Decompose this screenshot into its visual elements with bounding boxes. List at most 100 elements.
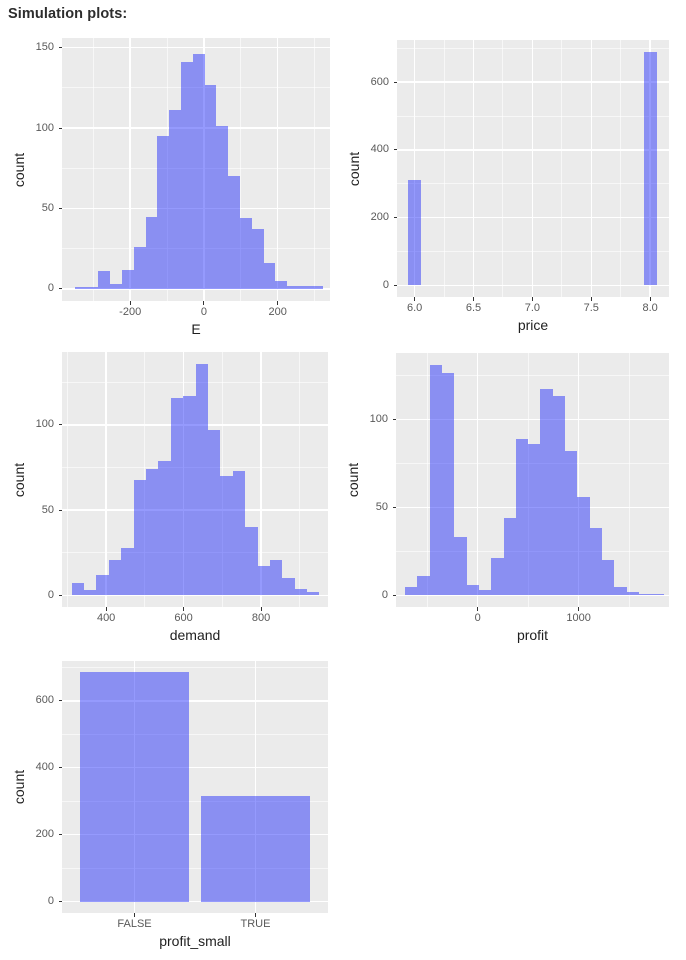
x-tick-label: 800	[251, 612, 271, 624]
y-major-gridline	[396, 418, 669, 420]
y-tick-label: 200	[370, 211, 389, 224]
plot-panel	[62, 38, 330, 301]
x-minor-gridline	[240, 38, 242, 301]
x-tick-label: 0	[474, 612, 481, 624]
y-major-gridline	[397, 216, 669, 219]
y-tick-mark	[58, 901, 62, 903]
histogram-bar	[565, 450, 578, 596]
histogram-bar	[181, 62, 193, 289]
y-major-gridline	[62, 700, 328, 702]
histogram-bar	[405, 586, 418, 596]
y-major-gridline	[62, 594, 328, 597]
x-tick-mark	[260, 607, 262, 611]
histogram-bar	[275, 280, 288, 289]
histogram-bar	[251, 229, 264, 289]
histogram-bar	[577, 496, 590, 596]
y-tick-label: 0	[381, 588, 388, 601]
histogram-bar	[216, 126, 229, 289]
x-minor-gridline	[66, 352, 68, 607]
histogram-bar	[503, 517, 516, 596]
y-minor-gridline	[62, 666, 328, 668]
x-tick-mark	[531, 297, 533, 301]
y-minor-gridline	[396, 550, 669, 552]
y-tick-label: 600	[35, 694, 54, 707]
x-tick-mark	[254, 913, 256, 917]
x-major-gridline	[276, 38, 279, 301]
histogram-bar	[269, 559, 283, 596]
histogram-bar	[287, 285, 300, 289]
y-tick-label: 400	[370, 143, 389, 156]
y-major-gridline	[62, 833, 328, 836]
histogram-bar	[169, 110, 182, 289]
histogram-bar	[86, 287, 99, 289]
histogram-bar	[183, 395, 196, 596]
x-minor-gridline	[620, 40, 622, 297]
x-axis-title: price	[517, 317, 549, 333]
histogram-bar	[282, 578, 295, 596]
histogram-bar	[110, 284, 123, 289]
histogram-bar	[157, 136, 170, 289]
x-tick-mark	[473, 297, 475, 301]
histogram-bar	[195, 363, 208, 596]
y-tick-mark	[58, 767, 62, 769]
y-tick-mark	[58, 424, 62, 426]
x-tick-label: 6.0	[407, 302, 423, 314]
x-tick-label: 6.5	[465, 302, 482, 314]
histogram-bar	[614, 586, 627, 596]
y-minor-gridline	[62, 733, 328, 735]
histogram-bar	[638, 593, 652, 596]
histogram-bar	[602, 560, 615, 596]
histogram-bar	[552, 396, 566, 596]
histogram-bar	[478, 590, 492, 596]
histogram-bar	[228, 176, 241, 289]
y-tick-label: 0	[47, 895, 54, 908]
y-major-gridline	[62, 46, 330, 49]
y-tick-label: 0	[382, 278, 389, 291]
histogram-bar	[170, 397, 184, 596]
page-title: Simulation plots:	[8, 6, 128, 22]
x-tick-mark	[414, 297, 416, 301]
histogram-bar	[158, 460, 171, 596]
histogram-bar	[454, 537, 467, 596]
histogram-bar	[84, 590, 97, 596]
x-tick-label: 7.5	[583, 302, 599, 314]
x-tick-label: 7.0	[524, 302, 541, 314]
histogram-bar	[74, 287, 87, 289]
histogram-bar	[207, 430, 221, 596]
histogram-bar	[294, 588, 308, 596]
histogram-bar	[204, 84, 217, 289]
histogram-bar	[263, 263, 276, 289]
plot-panel	[62, 661, 328, 913]
x-tick-label: TRUE	[240, 918, 271, 930]
y-tick-mark	[58, 509, 62, 511]
histogram-bar	[408, 180, 422, 286]
y-major-gridline	[62, 424, 328, 426]
y-minor-gridline	[62, 167, 330, 169]
x-major-gridline	[260, 352, 262, 607]
x-tick-label: 8.0	[642, 302, 658, 314]
x-tick-label: 0	[200, 306, 207, 318]
x-major-gridline	[129, 38, 131, 301]
y-tick-label: 600	[370, 75, 389, 88]
histogram-bar	[442, 373, 455, 596]
x-tick-label: FALSE	[117, 918, 152, 930]
histogram-bar	[121, 547, 134, 596]
histogram-bar	[96, 574, 109, 596]
x-minor-gridline	[502, 40, 504, 297]
x-tick-mark	[649, 297, 651, 301]
histogram-bar	[299, 285, 311, 289]
y-tick-label: 100	[35, 418, 54, 431]
y-minor-gridline	[62, 800, 328, 802]
y-tick-mark	[58, 127, 62, 129]
y-tick-label: 50	[375, 500, 388, 513]
histogram-bar	[122, 269, 134, 289]
x-tick-mark	[590, 297, 592, 301]
y-tick-mark	[392, 506, 396, 508]
x-minor-gridline	[628, 353, 630, 607]
histogram-bar	[540, 389, 553, 596]
x-major-gridline	[531, 40, 534, 297]
